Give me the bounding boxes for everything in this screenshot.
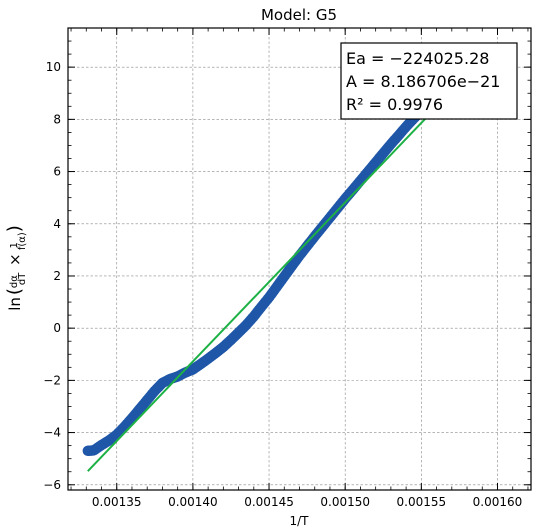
x-tick-label: 0.00160 xyxy=(473,495,523,509)
x-axis-title: 1/T xyxy=(289,514,309,528)
x-tick-label: 0.00150 xyxy=(320,495,370,509)
y-tick-label: 10 xyxy=(46,60,61,74)
y-tick-label: −4 xyxy=(43,426,61,440)
y-tick-label: 6 xyxy=(53,165,61,179)
y-tick-label: 2 xyxy=(53,269,61,283)
annotation-ea: Ea = −224025.28 xyxy=(346,49,489,68)
fit-annotation-box: Ea = −224025.28 A = 8.186706e−21 R² = 0.… xyxy=(341,43,517,119)
x-tick-label: 0.00140 xyxy=(168,495,218,509)
annotation-a: A = 8.186706e−21 xyxy=(346,72,500,91)
y-tick-label: 8 xyxy=(53,112,61,126)
y-tick-label: −6 xyxy=(43,478,61,492)
y-tick-label: 4 xyxy=(53,217,61,231)
x-tick-label: 0.00155 xyxy=(397,495,447,509)
y-tick-label: 0 xyxy=(53,321,61,335)
annotation-r2: R² = 0.9976 xyxy=(346,95,443,114)
y-tick-label: −2 xyxy=(43,373,61,387)
x-tick-label: 0.00135 xyxy=(92,495,142,509)
x-tick-label: 0.00145 xyxy=(244,495,294,509)
chart-title: Model: G5 xyxy=(261,6,337,24)
